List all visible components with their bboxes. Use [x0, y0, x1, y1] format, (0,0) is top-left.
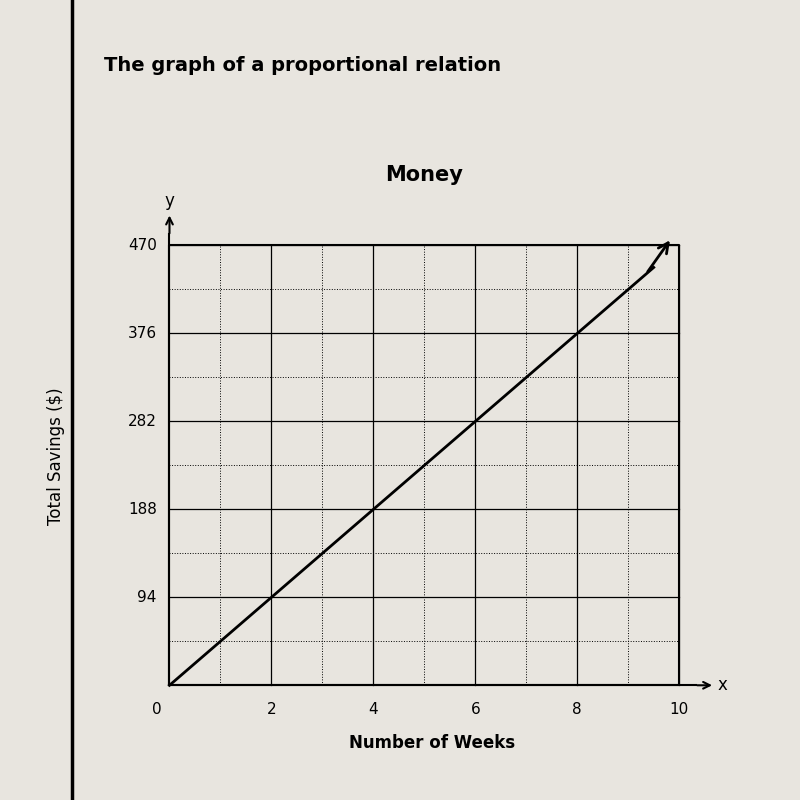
Text: 10: 10	[670, 702, 689, 717]
Text: Number of Weeks: Number of Weeks	[349, 734, 515, 752]
Text: 0: 0	[152, 702, 162, 717]
Text: Total Savings ($): Total Savings ($)	[47, 387, 65, 525]
Text: 6: 6	[470, 702, 480, 717]
Text: 188: 188	[128, 502, 157, 517]
Text: Money: Money	[386, 165, 463, 185]
Text: 8: 8	[573, 702, 582, 717]
Text: 470: 470	[128, 238, 157, 253]
Text: 4: 4	[369, 702, 378, 717]
Text: 2: 2	[266, 702, 276, 717]
Text: 282: 282	[128, 414, 157, 429]
Text: 376: 376	[128, 326, 157, 341]
Text: 94: 94	[138, 590, 157, 605]
Text: y: y	[165, 192, 174, 210]
Text: The graph of a proportional relation: The graph of a proportional relation	[104, 56, 501, 75]
Text: x: x	[718, 676, 727, 694]
